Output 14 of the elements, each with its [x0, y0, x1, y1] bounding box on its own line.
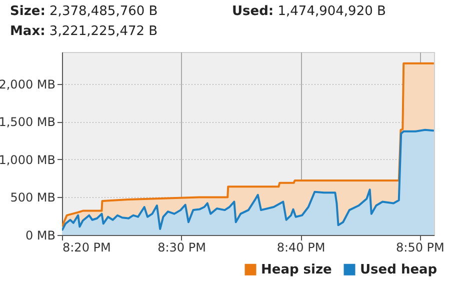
y-tick-label: 500 MB — [10, 190, 56, 205]
legend-label: Used heap — [360, 262, 438, 278]
y-tick-label: 2,000 MB — [0, 77, 56, 92]
y-tick-label: 1,500 MB — [0, 115, 56, 130]
text: Size: 2,378,485,760 B — [10, 4, 158, 19]
y-tick-label: 0 MB — [25, 228, 56, 242]
x-tick-label: 8:50 PM — [396, 240, 444, 254]
y-tick-label: 1,000 MB — [0, 152, 56, 167]
text: Max: 3,221,225,472 B — [10, 24, 158, 39]
legend-label: Heap size — [261, 262, 332, 278]
x-tick-label: 8:30 PM — [158, 240, 206, 254]
x-tick-label: 8:40 PM — [276, 240, 326, 254]
x-tick-label: 8:20 PM — [62, 240, 111, 254]
text: Used: 1,474,904,920 B — [232, 4, 386, 19]
